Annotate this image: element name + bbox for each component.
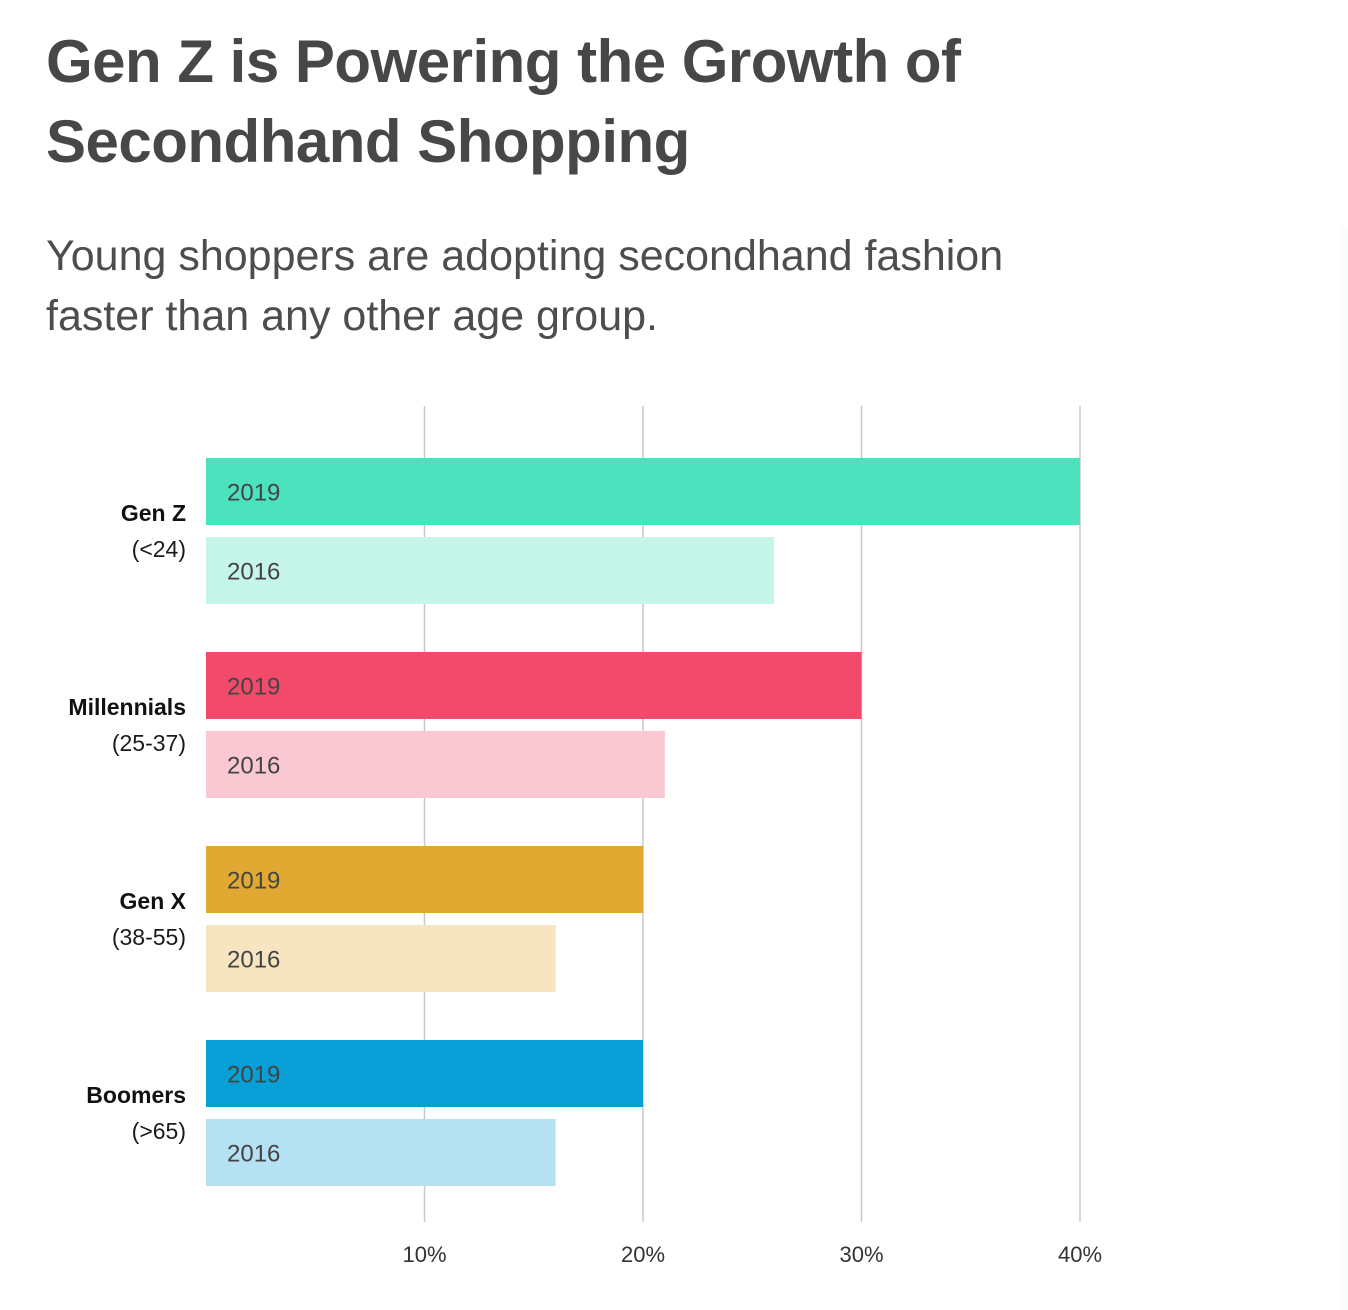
bar-2016 bbox=[206, 1119, 556, 1186]
x-axis-ticks: 10% 20% 30% 40% bbox=[402, 1242, 1102, 1267]
category-label: Millennials bbox=[68, 694, 186, 720]
chart-title: Gen Z is Powering the Growth of Secondha… bbox=[46, 22, 1146, 182]
chart-subtitle: Young shoppers are adopting secondhand f… bbox=[46, 226, 1196, 346]
edge-strip bbox=[1340, 226, 1348, 1310]
x-tick-label: 20% bbox=[621, 1242, 665, 1267]
x-tick-label: 10% bbox=[402, 1242, 446, 1267]
category-label: Boomers bbox=[86, 1082, 186, 1108]
bar-2016 bbox=[206, 537, 775, 604]
bar-year-label: 2016 bbox=[227, 559, 280, 586]
bar-2019 bbox=[206, 652, 862, 719]
bar-2016 bbox=[206, 925, 556, 992]
category-age-range: (25-37) bbox=[112, 730, 186, 756]
category-label: Gen X bbox=[120, 888, 187, 914]
category-label: Gen Z bbox=[121, 500, 186, 526]
bar-2019 bbox=[206, 846, 643, 913]
bar-layer bbox=[206, 458, 1080, 1186]
bar-year-label: 2019 bbox=[227, 868, 280, 895]
chart-subtitle-line-1: Young shoppers are adopting secondhand f… bbox=[46, 232, 1004, 280]
category-age-range: (>65) bbox=[132, 1118, 186, 1144]
bar-year-label: 2019 bbox=[227, 480, 280, 507]
bar-year-label: 2016 bbox=[227, 947, 280, 974]
category-age-range: (<24) bbox=[132, 536, 186, 562]
chart-subtitle-line-2: faster than any other age group. bbox=[46, 292, 658, 340]
category-age-range: (38-55) bbox=[112, 924, 186, 950]
label-layer: 2019 2016 Gen Z (<24) 2019 2016 Millennials (25… bbox=[68, 480, 280, 1168]
chart-title-line-1: Gen Z is Powering the Growth of bbox=[46, 28, 961, 95]
bar-2016 bbox=[206, 731, 665, 798]
x-tick-label: 30% bbox=[839, 1242, 883, 1267]
x-tick-label: 40% bbox=[1058, 1242, 1102, 1267]
bar-year-label: 2019 bbox=[227, 1062, 280, 1089]
chart-title-line-2: Secondhand Shopping bbox=[46, 108, 690, 175]
bar-year-label: 2016 bbox=[227, 753, 280, 780]
bar-2019 bbox=[206, 458, 1080, 525]
bar-year-label: 2019 bbox=[227, 674, 280, 701]
bar-2019 bbox=[206, 1040, 643, 1107]
bar-year-label: 2016 bbox=[227, 1141, 280, 1168]
